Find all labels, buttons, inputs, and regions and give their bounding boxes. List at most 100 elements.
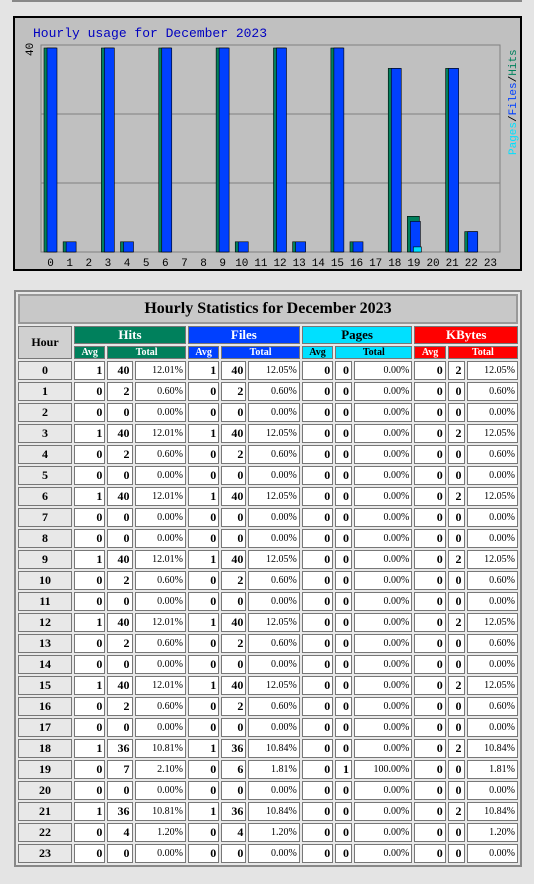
kbytes-total-cell: 0 (447, 592, 465, 611)
x-tick-label: 12 (273, 258, 286, 269)
files-percent-cell: 12.05% (248, 487, 300, 506)
files-total-header: Total (221, 346, 300, 359)
table-row: 21 1 36 10.81% 1 36 10.84% 0 0 0.00% 0 2 10.84% (18, 802, 518, 821)
files-total-cell: 40 (221, 613, 247, 632)
kbytes-total-cell: 0 (447, 508, 465, 527)
hits-avg-cell: 0 (74, 508, 106, 527)
files-total-cell: 40 (221, 361, 247, 380)
pages-percent-cell: 0.00% (353, 613, 413, 632)
hits-percent-cell: 0.00% (134, 529, 186, 548)
pages-percent-cell: 0.00% (353, 550, 413, 569)
files-total-cell: 6 (221, 760, 247, 779)
hits-avg-cell: 0 (74, 382, 106, 401)
table-row: 14 0 0 0.00% 0 0 0.00% 0 0 0.00% 0 0 0.00% (18, 655, 518, 674)
x-tick-label: 22 (465, 258, 478, 269)
hour-header: Hour (18, 326, 72, 359)
kbytes-percent-cell: 0.00% (466, 466, 518, 485)
files-percent-cell: 1.20% (248, 823, 300, 842)
pages-total-cell: 0 (335, 529, 352, 548)
files-total-cell: 40 (221, 487, 247, 506)
hits-avg-cell: 0 (74, 529, 106, 548)
files-total-cell: 2 (221, 571, 247, 590)
kbytes-total-header: Total (447, 346, 518, 359)
hits-avg-cell: 0 (74, 760, 106, 779)
hour-cell: 14 (18, 655, 72, 674)
kbytes-avg-cell: 0 (414, 655, 446, 674)
kbytes-total-cell: 0 (447, 844, 465, 863)
hits-avg-cell: 1 (74, 613, 106, 632)
hits-total-cell: 4 (107, 823, 133, 842)
kbytes-avg-cell: 0 (414, 613, 446, 632)
table-row: 0 1 40 12.01% 1 40 12.05% 0 0 0.00% 0 2 12.05% (18, 361, 518, 380)
hour-cell: 16 (18, 697, 72, 716)
kbytes-total-cell: 0 (447, 634, 465, 653)
x-tick-label: 18 (388, 258, 401, 269)
table-row: 6 1 40 12.01% 1 40 12.05% 0 0 0.00% 0 2 12.05% (18, 487, 518, 506)
kbytes-total-cell: 2 (447, 361, 465, 380)
kbytes-percent-cell: 0.00% (466, 508, 518, 527)
table-row: 15 1 40 12.01% 1 40 12.05% 0 0 0.00% 0 2 12.05% (18, 676, 518, 695)
pages-avg-cell: 0 (301, 613, 334, 632)
kbytes-total-cell: 0 (447, 781, 465, 800)
files-bar-hour-9 (218, 47, 230, 253)
kbytes-total-cell: 0 (447, 697, 465, 716)
hits-total-cell: 7 (107, 760, 133, 779)
x-tick-label: 19 (407, 258, 420, 269)
legend-entry: Hits (508, 49, 520, 75)
top-divider (12, 0, 522, 2)
hour-cell: 19 (18, 760, 72, 779)
kbytes-percent-cell: 0.60% (466, 445, 518, 464)
hits-percent-cell: 0.60% (134, 382, 186, 401)
pages-avg-cell: 0 (301, 655, 334, 674)
table-row: 13 0 2 0.60% 0 2 0.60% 0 0 0.00% 0 0 0.60% (18, 634, 518, 653)
hits-total-cell: 36 (107, 802, 133, 821)
pages-avg-cell: 0 (301, 676, 334, 695)
kbytes-total-cell: 0 (447, 445, 465, 464)
files-percent-cell: 10.84% (248, 802, 300, 821)
hits-percent-cell: 10.81% (134, 802, 186, 821)
hits-total-cell: 40 (107, 424, 133, 443)
hits-avg-cell: 0 (74, 655, 106, 674)
kbytes-total-cell: 2 (447, 424, 465, 443)
files-total-cell: 0 (221, 718, 247, 737)
pages-percent-cell: 0.00% (353, 739, 413, 758)
pages-percent-cell: 0.00% (353, 529, 413, 548)
kbytes-percent-cell: 0.00% (466, 718, 518, 737)
hits-avg-cell: 1 (74, 361, 106, 380)
kbytes-avg-cell: 0 (414, 571, 446, 590)
hits-percent-cell: 0.00% (134, 718, 186, 737)
pages-avg-cell: 0 (301, 697, 334, 716)
files-avg-cell: 0 (187, 634, 220, 653)
files-percent-cell: 12.05% (248, 424, 300, 443)
hits-total-cell: 2 (107, 697, 133, 716)
kbytes-header: KBytes (414, 326, 518, 344)
hour-cell: 11 (18, 592, 72, 611)
kbytes-total-cell: 0 (447, 571, 465, 590)
pages-avg-cell: 0 (301, 634, 334, 653)
x-tick-label: 2 (86, 258, 93, 269)
files-percent-cell: 12.05% (248, 676, 300, 695)
pages-percent-cell: 0.00% (353, 655, 413, 674)
pages-percent-cell: 0.00% (353, 781, 413, 800)
chart-title: Hourly usage for December 2023 (33, 26, 267, 41)
files-percent-cell: 0.60% (248, 445, 300, 464)
hits-avg-cell: 1 (74, 676, 106, 695)
kbytes-total-cell: 0 (447, 655, 465, 674)
pages-avg-cell: 0 (301, 508, 334, 527)
pages-total-cell: 0 (335, 697, 352, 716)
kbytes-avg-cell: 0 (414, 445, 446, 464)
legend-text: Pages/Files/Hits (508, 49, 520, 155)
files-bar-hour-1 (65, 241, 77, 253)
pages-percent-cell: 0.00% (353, 508, 413, 527)
legend-entry: Pages (508, 122, 520, 155)
x-tick-label: 5 (143, 258, 150, 269)
table-row: 1 0 2 0.60% 0 2 0.60% 0 0 0.00% 0 0 0.60% (18, 382, 518, 401)
pages-total-cell: 0 (335, 802, 352, 821)
pages-percent-cell: 0.00% (353, 571, 413, 590)
files-total-cell: 2 (221, 445, 247, 464)
pages-total-cell: 0 (335, 613, 352, 632)
files-avg-cell: 0 (187, 382, 220, 401)
plot-frame (40, 44, 501, 253)
kbytes-avg-cell: 0 (414, 550, 446, 569)
files-total-cell: 2 (221, 697, 247, 716)
